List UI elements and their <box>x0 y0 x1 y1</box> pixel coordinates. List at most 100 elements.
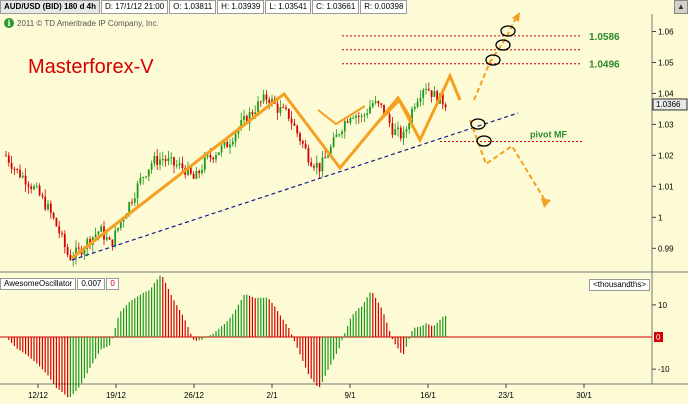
candle-body <box>363 114 366 116</box>
swing-line <box>71 72 462 260</box>
ao-bar <box>97 337 99 354</box>
ao-bar <box>307 337 309 375</box>
candle-body <box>156 156 159 165</box>
pivot-label: pivot MF <box>530 129 567 139</box>
ao-bar <box>344 333 346 337</box>
candle-body <box>170 157 173 159</box>
ao-bar <box>131 300 133 337</box>
ao-bar <box>277 311 279 337</box>
ao-bar <box>8 337 10 341</box>
ao-bar <box>394 337 396 345</box>
ao-bar <box>47 337 49 376</box>
candle-body <box>7 155 10 163</box>
candle-body <box>147 169 150 177</box>
candle-body <box>89 239 91 245</box>
ao-bar <box>377 302 379 337</box>
y-tick-label: 1 <box>658 213 663 222</box>
ao-bar <box>19 337 21 351</box>
indicator-units: <thousandths> <box>589 279 650 291</box>
price-badge-label: 1.0366 <box>656 100 681 109</box>
candle-body <box>254 112 257 115</box>
candle-body <box>315 162 318 168</box>
ao-bar <box>75 337 77 392</box>
swing-minor-line <box>374 98 413 127</box>
ao-bar <box>442 316 444 337</box>
osc-tick-label: -10 <box>658 365 670 374</box>
candle-body <box>391 123 394 135</box>
ao-bar <box>195 337 197 341</box>
ao-bar <box>128 302 130 337</box>
candle-body <box>100 226 103 232</box>
ao-bar <box>64 337 66 395</box>
x-tick-label: 12/12 <box>28 391 49 400</box>
candle-body <box>268 99 271 104</box>
ao-bar <box>414 327 416 337</box>
candle-body <box>159 159 161 165</box>
ao-bar <box>22 337 24 353</box>
arrow-down-head <box>541 198 551 208</box>
candle-body <box>195 170 198 179</box>
ao-bar <box>428 324 430 337</box>
ao-bar <box>358 308 360 337</box>
ao-bar <box>445 315 447 337</box>
candle-body <box>203 156 206 170</box>
ao-bar <box>293 337 295 342</box>
ao-bar <box>134 298 136 337</box>
candle-body <box>310 162 313 167</box>
candle-body <box>97 231 100 235</box>
info-icon[interactable]: i <box>4 18 14 28</box>
candle-body <box>419 97 422 102</box>
candle-body <box>24 175 27 185</box>
ao-bar <box>321 337 323 382</box>
candle-body <box>383 104 385 115</box>
candle-body <box>16 168 19 170</box>
candle-body <box>108 237 111 240</box>
ao-bar <box>265 297 267 337</box>
ao-bar <box>433 325 435 337</box>
x-tick-label: 26/12 <box>184 391 205 400</box>
ao-bar <box>181 314 183 337</box>
range-label: R: 0.00398 <box>360 0 408 14</box>
close-label: C: 1.03661 <box>312 0 360 14</box>
high-label: H: 1.03939 <box>217 0 265 14</box>
indicator-name[interactable]: AwesomeOscillator <box>0 278 77 290</box>
ao-bar <box>403 337 405 355</box>
candle-body <box>343 121 346 132</box>
candle-body <box>142 177 145 179</box>
candle-body <box>349 117 352 123</box>
ao-bar <box>173 300 175 337</box>
candle-body <box>27 184 30 187</box>
ao-bar <box>254 298 256 337</box>
candle-body <box>287 108 290 119</box>
candle-body <box>35 185 38 187</box>
ao-bar <box>352 314 354 337</box>
candle-body <box>329 146 332 156</box>
candle-body <box>271 98 273 104</box>
candle-body <box>52 212 55 219</box>
date-label: D: 17/1/12 21:00 <box>101 0 169 14</box>
x-tick-label: 2/1 <box>266 391 278 400</box>
x-tick-label: 9/1 <box>344 391 356 400</box>
candle-body <box>441 93 444 105</box>
ao-bar <box>123 308 125 337</box>
ao-bar <box>380 307 382 337</box>
candle-body <box>209 155 212 158</box>
ao-bar <box>179 309 181 337</box>
level-lower-label: 1.0496 <box>589 60 620 71</box>
y-tick-label: 1.02 <box>658 151 674 160</box>
brand-label: Masterforex-V <box>28 56 154 78</box>
ao-bar <box>405 337 407 347</box>
candle-body <box>153 156 156 164</box>
ao-bar <box>400 337 402 353</box>
symbol-label[interactable]: AUD/USD (BID) 180 d 4h <box>0 0 101 14</box>
candle-body <box>360 115 363 117</box>
candle-body <box>282 107 285 109</box>
indicator-zero: 0 <box>106 278 119 290</box>
ao-bar <box>145 291 147 337</box>
candle-body <box>58 226 61 234</box>
ao-bar <box>391 337 393 340</box>
candle-body <box>13 168 16 170</box>
ao-bar <box>299 337 301 355</box>
ao-bar <box>251 296 253 337</box>
ao-bar <box>260 297 262 337</box>
